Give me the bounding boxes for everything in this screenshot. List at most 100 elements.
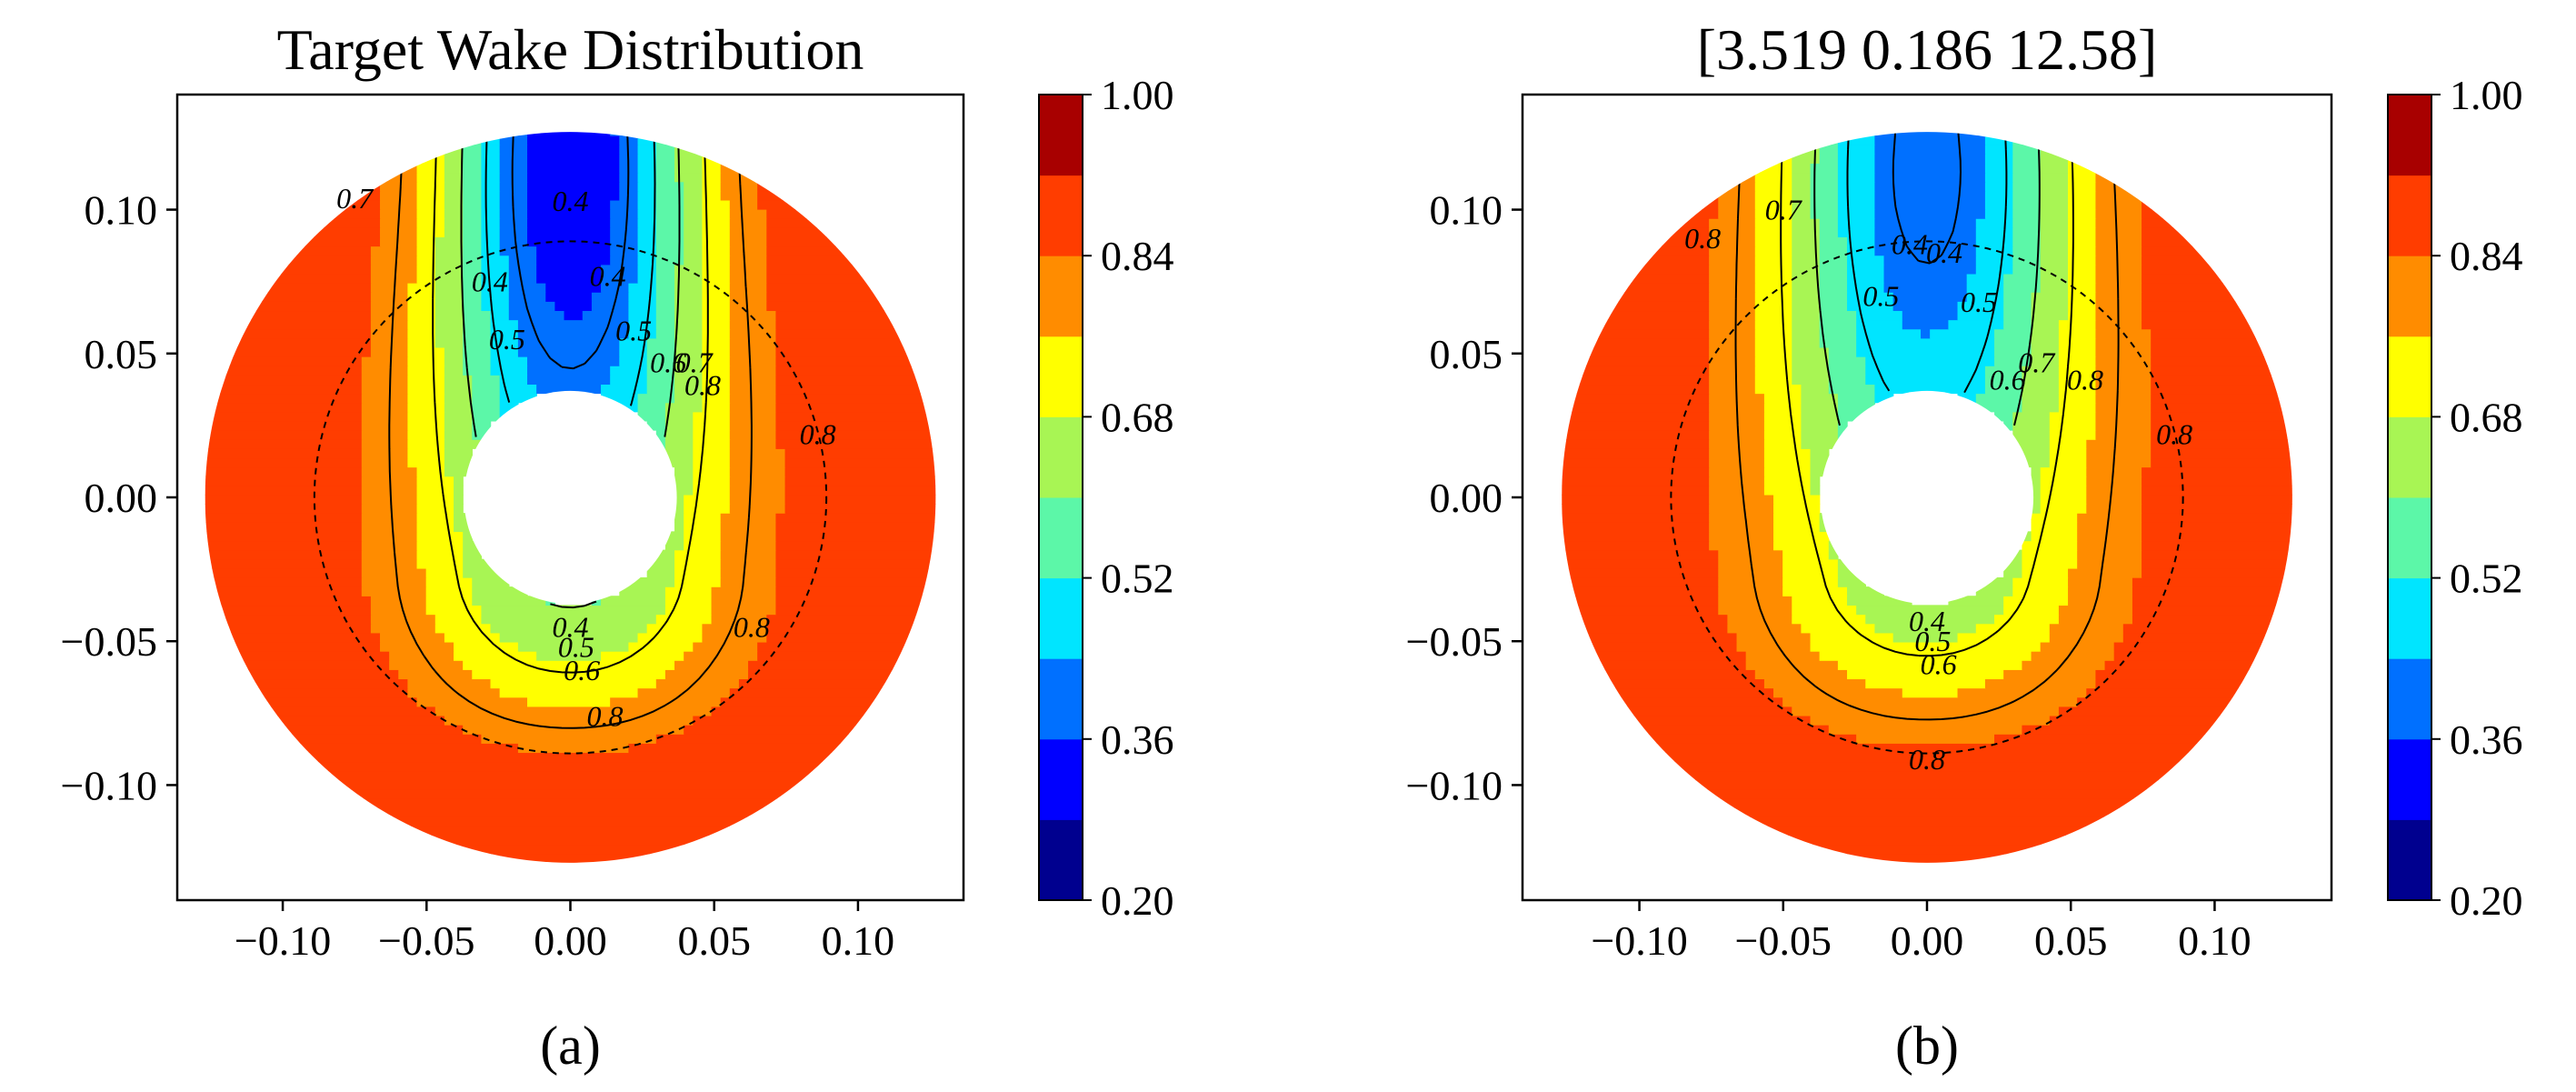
field-cell <box>2132 605 2290 616</box>
colorbar-band <box>2388 336 2431 417</box>
field-cell <box>2058 375 2097 386</box>
field-cell <box>361 402 409 413</box>
field-cell <box>205 513 363 523</box>
field-cell <box>775 522 936 533</box>
field-cell <box>1616 706 1792 716</box>
contour-label: 0.8 <box>684 369 721 402</box>
field-cell <box>729 466 786 477</box>
field-cell <box>702 292 731 302</box>
field-cell <box>775 411 934 422</box>
field-cell <box>684 531 722 542</box>
field-cell <box>2095 411 2152 422</box>
field-cell <box>2151 411 2290 422</box>
field-cell <box>2012 245 2042 256</box>
field-cell <box>702 190 722 201</box>
field-cell <box>1754 366 1792 376</box>
field-cell <box>2012 145 2042 155</box>
field-cell <box>738 678 896 689</box>
field-cell <box>1975 402 2023 413</box>
field-cell <box>370 807 777 817</box>
field-cell <box>564 310 584 321</box>
field-cell <box>527 236 611 247</box>
field-cell <box>1562 513 1710 523</box>
field-cell <box>499 375 528 386</box>
field-cell <box>1828 366 1866 376</box>
field-cell <box>398 669 473 680</box>
field-cell <box>2012 154 2042 165</box>
field-cell <box>702 163 722 174</box>
contour-label: 0.4 <box>553 185 589 217</box>
field-cell <box>1792 199 1812 210</box>
field-cell <box>2132 596 2290 606</box>
field-cell <box>233 660 390 670</box>
field-cell <box>1883 273 1968 284</box>
field-cell <box>407 282 436 293</box>
field-cell <box>499 236 528 247</box>
field-cell <box>2068 181 2097 192</box>
field-cell <box>2058 706 2235 716</box>
field-cell <box>2012 549 2023 560</box>
field-cell <box>2142 236 2198 247</box>
field-cell <box>1562 411 1710 422</box>
field-cell <box>380 816 758 827</box>
field-cell <box>1865 366 1986 376</box>
field-cell <box>434 623 492 634</box>
field-cell <box>1616 282 1710 293</box>
field-cell <box>1792 273 1821 284</box>
field-cell <box>1837 218 1876 228</box>
x-tick-label: −0.05 <box>1735 917 1832 964</box>
field-cell <box>766 208 814 219</box>
contour-line-0.4 <box>511 132 630 370</box>
field-cell <box>1763 457 1812 468</box>
field-cell <box>1709 346 1756 357</box>
field-cell <box>1709 245 1756 256</box>
field-cell <box>2151 429 2292 440</box>
field-cell <box>702 245 731 256</box>
field-cell <box>2142 485 2292 496</box>
field-cell <box>702 366 731 376</box>
field-cell <box>2022 402 2060 413</box>
field-cell <box>2031 650 2115 661</box>
field-cell <box>527 190 620 201</box>
colorbar: 1.00 0.84 0.68 0.52 0.36 0.20 <box>2387 72 2523 924</box>
field-cell <box>1819 236 1848 247</box>
field-cell <box>757 199 804 210</box>
field-cell <box>1792 172 1812 183</box>
field-cell <box>2095 384 2152 395</box>
field-cell <box>2086 687 2244 698</box>
field-cell <box>2049 448 2088 459</box>
field-cell <box>434 255 464 265</box>
field-cell <box>536 384 602 395</box>
field-cell <box>2142 494 2292 505</box>
field-cell <box>481 190 501 201</box>
field-cell <box>1847 273 1885 284</box>
field-cell <box>1966 273 2004 284</box>
colorbar-band <box>1039 497 1083 579</box>
field-cell <box>1874 199 1986 210</box>
field-cell <box>2031 531 2078 542</box>
field-cell <box>2142 255 2216 265</box>
field-cell <box>434 706 713 716</box>
field-cell <box>1562 586 1719 596</box>
field-cell <box>361 567 427 578</box>
field-cell <box>444 393 473 404</box>
field-cell <box>2086 448 2152 459</box>
field-cell <box>1745 650 1821 661</box>
field-cell <box>361 439 409 449</box>
field-cell <box>637 132 648 136</box>
contour-label: 0.4 <box>1909 605 1945 637</box>
field-cell <box>601 596 666 606</box>
field-cell <box>508 301 556 312</box>
field-cell <box>1653 752 2198 763</box>
field-cell <box>389 660 464 670</box>
field-cell <box>2003 567 2023 578</box>
field-cell <box>729 687 887 698</box>
field-cell <box>2040 476 2088 486</box>
field-cell <box>416 255 436 265</box>
field-cell <box>2012 227 2042 238</box>
field-cell <box>729 384 777 395</box>
field-cell <box>472 586 528 596</box>
field-cell <box>2095 163 2106 174</box>
field-cell <box>1856 605 2004 616</box>
field-cell <box>2086 494 2142 505</box>
